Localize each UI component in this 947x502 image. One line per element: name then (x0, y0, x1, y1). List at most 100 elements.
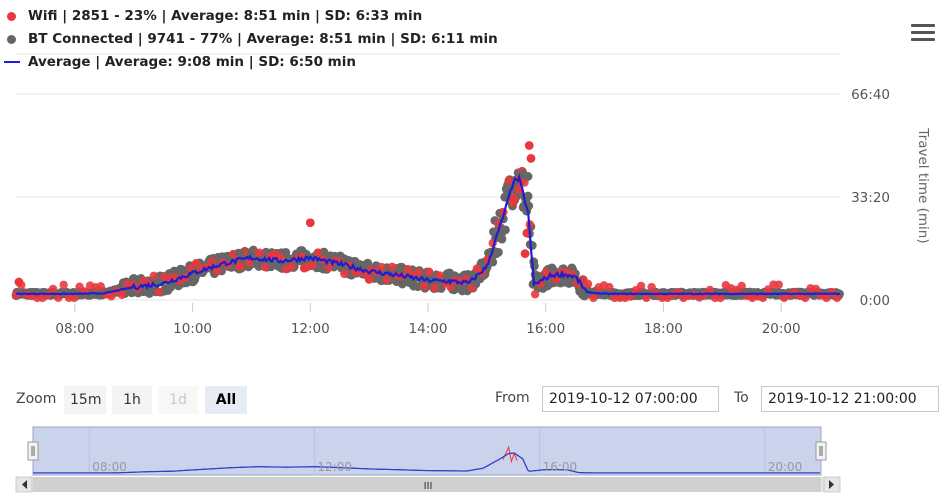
wifi-point (324, 263, 333, 273)
wifi-point (308, 260, 317, 270)
wifi-point (801, 293, 810, 303)
y-tick-label: 0:00 (860, 293, 890, 309)
legend-item-wifi[interactable]: Wifi | 2851 - 23% | Average: 8:51 min | … (4, 4, 498, 27)
bt-connected-point (493, 247, 503, 257)
wifi-point (255, 248, 264, 257)
to-date-input[interactable]: 2019-10-12 21:00:00 (761, 386, 939, 412)
zoom-1h-button[interactable]: 1h (112, 386, 152, 414)
zoom-1d-button[interactable]: 1d (158, 386, 198, 414)
average-line (15, 173, 841, 296)
menu-bar (911, 31, 935, 34)
hamburger-menu-icon[interactable] (911, 24, 935, 42)
wifi-point (377, 262, 386, 272)
wifi-point (504, 176, 513, 185)
wifi-point (467, 284, 476, 293)
wifi-point (364, 275, 374, 284)
from-date-input[interactable]: 2019-10-12 07:00:00 (542, 386, 719, 412)
wifi-point (526, 154, 536, 163)
wifi-point (647, 282, 656, 292)
legend-marker-wifi (4, 9, 22, 23)
wifi-point (48, 284, 58, 294)
x-tick-label: 16:00 (526, 321, 565, 337)
wifi-point (446, 282, 455, 292)
wifi-point (763, 285, 773, 294)
wifi-point (149, 271, 158, 280)
blue-line-icon (4, 60, 20, 63)
average-series-line (15, 173, 841, 296)
wifi-point (387, 262, 397, 271)
x-tick-label: 20:00 (762, 321, 801, 337)
zoom-15m-button[interactable]: 15m (64, 386, 106, 414)
navigator-right-handle[interactable] (815, 441, 827, 461)
wifi-point (430, 283, 439, 293)
bt-connected-point (501, 225, 510, 235)
bt-connected-point (527, 241, 537, 250)
wifi-point (59, 280, 68, 290)
bt-connected-point (518, 169, 528, 179)
scroll-left-arrow-icon (22, 480, 27, 489)
wifi-point (287, 262, 296, 271)
navigator-selected-range (32, 426, 822, 476)
main-chart: 0:00 33:20 66:40 08:00 10:00 12:00 14:00 16:00 1… (11, 53, 931, 337)
wifi-point (605, 282, 614, 292)
wifi-point (758, 293, 768, 303)
navigator[interactable]: 08:00 12:00 16:00 20:00 III (0, 424, 947, 502)
wifi-point (260, 262, 270, 272)
scrollbar-grip: III (424, 481, 433, 492)
wifi-point (300, 263, 309, 273)
wifi-point (414, 268, 423, 277)
wifi-point (435, 271, 444, 280)
wifi-point (340, 269, 349, 279)
legend-item-bt-connected[interactable]: BT Connected | 9741 - 77% | Average: 8:5… (4, 27, 498, 50)
wifi-point (213, 266, 222, 276)
wifi-point (191, 258, 201, 268)
zoom-all-button[interactable]: All (205, 386, 247, 414)
wifi-point (524, 141, 534, 150)
wifi-point (822, 293, 831, 303)
x-tick-label: 18:00 (644, 321, 683, 337)
wifi-point (832, 293, 842, 303)
y-tick-label: 33:20 (851, 190, 890, 206)
legend-label-bt: BT Connected | 9741 - 77% | Average: 8:5… (28, 30, 498, 47)
wifi-point (14, 277, 24, 287)
menu-bar (911, 24, 935, 27)
scroll-right-arrow-icon (829, 480, 834, 489)
x-tick-label: 14:00 (409, 321, 448, 337)
wifi-point (75, 282, 84, 291)
wifi-point (520, 249, 530, 259)
legend-marker-average (4, 55, 22, 69)
red-dot-icon (7, 11, 16, 21)
wifi-point (774, 280, 783, 289)
gray-dot-icon (7, 34, 16, 44)
x-tick-label: 12:00 (291, 321, 330, 337)
wifi-point (107, 292, 116, 301)
navigator-tick-label: 08:00 (92, 460, 127, 474)
wifi-point (382, 275, 391, 284)
bt-connected-point (523, 191, 533, 201)
wifi-point (154, 287, 164, 297)
legend-label-wifi: Wifi | 2851 - 23% | Average: 8:51 min | … (28, 7, 423, 24)
bt-connected-point (235, 249, 245, 259)
from-label: From (495, 390, 530, 406)
wifi-point (313, 248, 323, 257)
wifi-point (716, 293, 725, 303)
navigator-tick-label: 12:00 (317, 460, 352, 474)
wifi-point (54, 293, 63, 303)
wifi-point (508, 197, 518, 207)
menu-bar (911, 38, 935, 41)
wifi-point (403, 264, 413, 274)
wifi-point (244, 259, 254, 268)
wifi-point (276, 253, 286, 262)
wifi-point (419, 282, 429, 291)
wifi-point (737, 281, 746, 291)
wifi-point (96, 282, 105, 291)
navigator-left-handle[interactable] (27, 441, 39, 461)
navigator-tick-label: 16:00 (543, 460, 578, 474)
legend-marker-bt (4, 32, 22, 46)
navigator-scrollbar[interactable]: III (15, 476, 841, 493)
wifi-point (589, 293, 598, 303)
y-tick-label: 66:40 (851, 87, 890, 103)
legend-item-average[interactable]: Average | Average: 9:08 min | SD: 6:50 m… (4, 50, 498, 73)
zoom-label: Zoom (16, 391, 57, 407)
navigator-wifi-line (502, 445, 518, 464)
